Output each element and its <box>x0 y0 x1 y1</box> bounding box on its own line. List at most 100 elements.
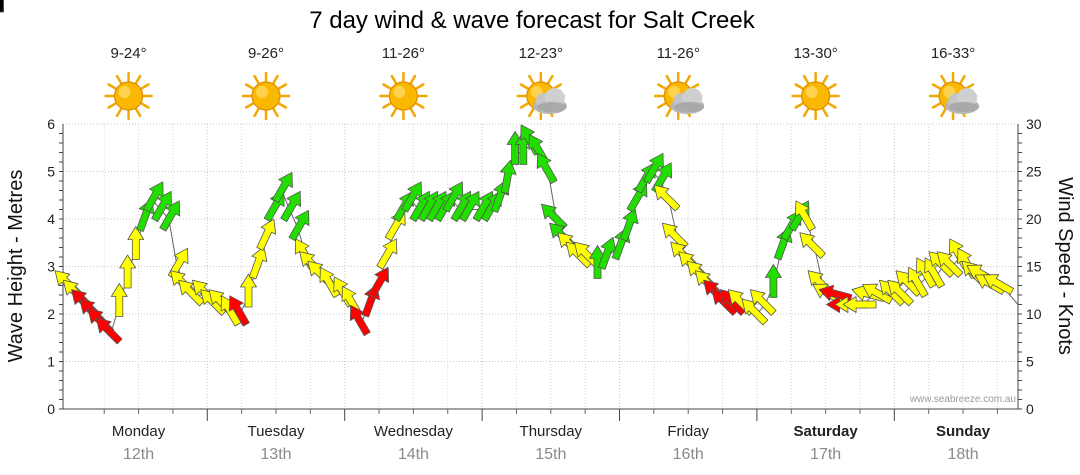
sun-icon <box>241 71 291 121</box>
sun-ray <box>244 102 255 109</box>
wind-series <box>0 0 1019 345</box>
sun-ray <box>409 107 417 118</box>
sun-ray <box>959 74 966 85</box>
wind-arrow <box>982 274 1015 295</box>
x-tick-day: Sunday <box>936 423 991 440</box>
wind-arrow <box>620 208 639 242</box>
wind-arrow <box>818 284 853 302</box>
sun-ray <box>547 74 554 85</box>
y-tick-left: 0 <box>47 401 55 417</box>
temperature-label: 9-24° <box>111 45 147 62</box>
sun-ray <box>253 74 260 85</box>
wind-arrow <box>887 279 914 307</box>
sun-ray <box>415 83 425 90</box>
sun-ray <box>802 74 810 85</box>
sun-ray <box>657 83 667 90</box>
sun-ray <box>409 74 417 85</box>
sun-ray <box>382 83 392 90</box>
sun-ray <box>277 83 288 90</box>
wind-arrow <box>119 254 136 289</box>
sun-ray <box>528 107 535 118</box>
y-tick-right: 25 <box>1026 164 1042 180</box>
wind-arrow <box>661 222 689 250</box>
y-tick-right: 5 <box>1026 354 1034 370</box>
sun-ray <box>821 107 829 118</box>
cloud-part <box>949 102 980 112</box>
sun-ray <box>931 83 942 90</box>
wind-arrow <box>741 298 769 326</box>
sun-ray <box>940 107 947 118</box>
sun-ray <box>940 74 947 85</box>
x-tick-date: 15th <box>535 446 566 463</box>
temperature-label: 9-26° <box>248 45 284 62</box>
sun-ray <box>794 102 804 109</box>
sun-ray <box>665 74 672 85</box>
wind-arrow <box>376 238 398 270</box>
sun-ray <box>519 83 530 90</box>
y-tick-right: 0 <box>1026 401 1034 417</box>
wind-arrow <box>0 0 4 13</box>
wind-arrow <box>653 184 681 212</box>
sun-ray <box>134 107 142 118</box>
sun-icon <box>379 71 428 121</box>
temperature-label: 16-33° <box>931 45 975 62</box>
sun-ray <box>931 102 942 109</box>
wind-arrow <box>272 171 293 204</box>
sun-ray <box>277 102 288 109</box>
sun-ray <box>115 107 123 118</box>
sun-ray <box>794 83 804 90</box>
chart-title: 7 day wind & wave forecast for Salt Cree… <box>309 7 756 34</box>
sun-ray <box>684 74 691 85</box>
y-tick-right: 20 <box>1026 211 1042 227</box>
sun-ray <box>964 83 975 90</box>
x-tick-day: Thursday <box>520 423 583 440</box>
credit-text: www.seabreeze.com.au <box>909 394 1016 405</box>
y-tick-right: 30 <box>1026 116 1042 132</box>
x-tick-date: 14th <box>398 446 429 463</box>
wind-arrow <box>228 295 250 327</box>
x-tick-date: 17th <box>810 446 841 463</box>
wind-arrow <box>799 232 826 259</box>
x-tick-day: Wednesday <box>374 423 453 440</box>
sun-ray <box>382 102 392 109</box>
x-tick-day: Friday <box>667 423 709 440</box>
wind-arrow <box>178 279 205 307</box>
x-tick-day: Saturday <box>794 423 859 440</box>
sun-ray <box>552 83 562 90</box>
y-tick-left: 2 <box>47 306 55 322</box>
sun-ray <box>272 74 279 85</box>
wind-arrow <box>536 152 558 185</box>
wind-arrow <box>95 317 123 345</box>
sun-ray <box>657 102 667 109</box>
temperature-label: 11-26° <box>382 45 425 62</box>
temperature-label: 12-23° <box>519 45 563 62</box>
sun-ray <box>415 102 425 109</box>
sun-ray <box>244 83 255 90</box>
sun-ray <box>115 74 123 85</box>
wind-arrow <box>159 200 181 232</box>
cloud-shape <box>670 88 705 114</box>
wind-arrow <box>765 264 782 298</box>
wind-arrow <box>749 289 777 316</box>
temperature-label: 13-30° <box>793 45 837 62</box>
x-tick-date: 12th <box>123 446 154 463</box>
partly-cloudy-icon <box>516 71 567 121</box>
partly-cloudy-icon <box>653 71 705 121</box>
sun-ray <box>827 102 837 109</box>
wind-arrow <box>288 209 310 242</box>
x-tick-day: Monday <box>112 423 166 440</box>
y-axis-right-title: Wind Speed - Knots <box>1054 177 1076 355</box>
y-tick-right: 10 <box>1026 306 1042 322</box>
sun-ray <box>390 74 398 85</box>
x-tick-day: Tuesday <box>247 423 304 440</box>
cloud-part <box>536 102 567 112</box>
wind-arrow <box>110 283 128 317</box>
daily-weather-header: 9-24° 9-26° 11-26° 12-23° 11-26° 13-30° 16-33° <box>104 45 980 121</box>
wind-arrow <box>248 246 268 280</box>
sun-ray <box>665 107 672 118</box>
sun-highlight <box>255 86 268 98</box>
wind-arrow <box>256 218 277 251</box>
wind-arrow <box>936 251 964 278</box>
partly-cloudy-icon <box>928 71 980 121</box>
